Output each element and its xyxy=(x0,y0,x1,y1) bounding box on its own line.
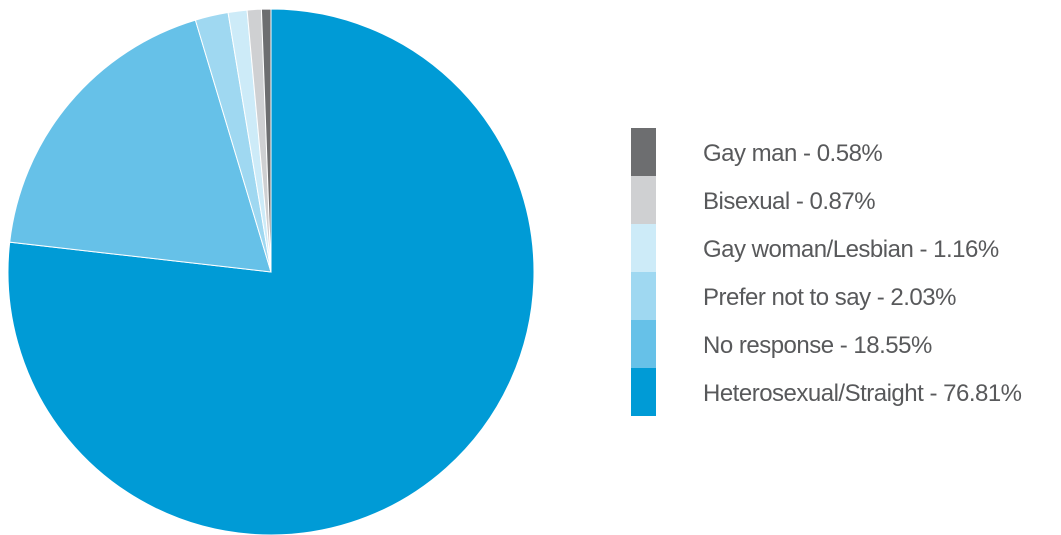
pie-slice-gay-man xyxy=(260,8,272,273)
legend-label: Gay man - 0.58% xyxy=(703,140,883,167)
legend-swatch xyxy=(631,224,656,272)
legend-swatch xyxy=(631,272,656,320)
legend-item-prefer-not-to-say: Prefer not to say - 2.03% xyxy=(631,272,1061,320)
legend-item-gay-woman-lesbian: Gay woman/Lesbian - 1.16% xyxy=(631,224,1061,272)
legend: Gay man - 0.58% Bisexual - 0.87% Gay woman… xyxy=(631,128,1061,416)
legend-swatch xyxy=(631,368,656,416)
legend-item-no-response: No response - 18.55% xyxy=(631,320,1061,368)
legend-label: Prefer not to say - 2.03% xyxy=(703,284,956,311)
legend-swatch xyxy=(631,128,656,176)
pie-chart xyxy=(7,8,535,535)
pie-slice-no-response xyxy=(9,19,272,273)
legend-item-heterosexual-straight: Heterosexual/Straight - 76.81% xyxy=(631,368,1061,416)
legend-swatch xyxy=(631,176,656,224)
legend-label: Heterosexual/Straight - 76.81% xyxy=(703,380,1022,407)
legend-label: Gay woman/Lesbian - 1.16% xyxy=(703,236,999,263)
legend-label: No response - 18.55% xyxy=(703,332,932,359)
legend-label: Bisexual - 0.87% xyxy=(703,188,876,215)
legend-item-bisexual: Bisexual - 0.87% xyxy=(631,176,1061,224)
pie-slice-heterosexual-straight xyxy=(7,8,535,535)
legend-swatch xyxy=(631,320,656,368)
legend-item-gay-man: Gay man - 0.58% xyxy=(631,128,1061,176)
